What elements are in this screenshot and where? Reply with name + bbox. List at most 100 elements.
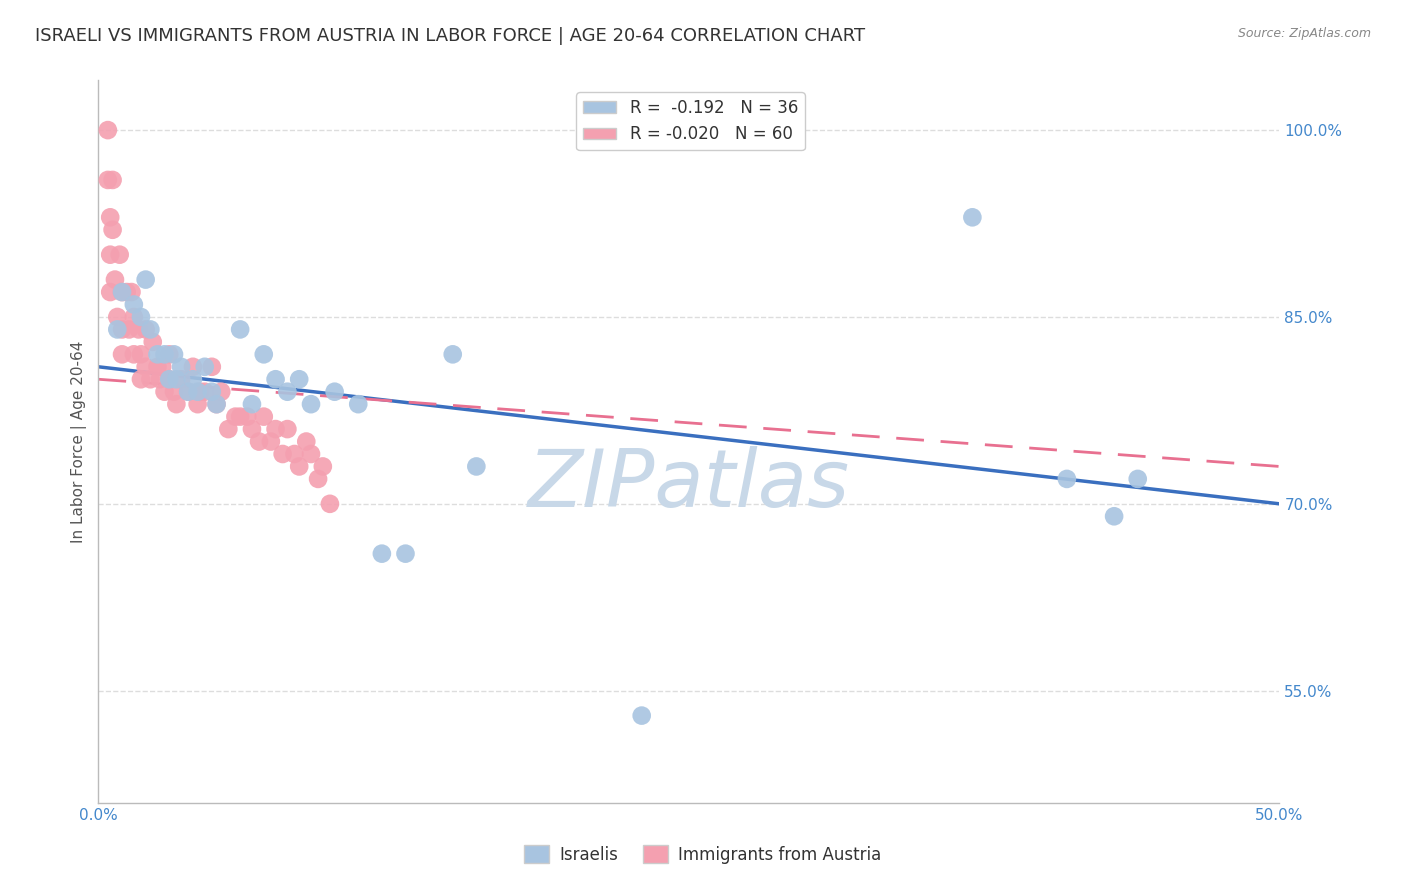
Point bbox=[118, 322, 141, 336]
Point bbox=[247, 434, 270, 449]
Point bbox=[146, 347, 169, 361]
Legend: R =  -0.192   N = 36, R = -0.020   N = 60: R = -0.192 N = 36, R = -0.020 N = 60 bbox=[576, 92, 804, 150]
Point bbox=[181, 359, 204, 374]
Point bbox=[111, 347, 134, 361]
Point bbox=[299, 447, 322, 461]
Point bbox=[98, 211, 121, 225]
Point bbox=[163, 384, 186, 399]
Point bbox=[111, 285, 134, 299]
Point bbox=[271, 447, 294, 461]
Point bbox=[111, 322, 134, 336]
Point bbox=[97, 123, 120, 137]
Point bbox=[188, 384, 211, 399]
Point bbox=[129, 372, 152, 386]
Point bbox=[229, 409, 252, 424]
Point bbox=[170, 372, 193, 386]
Point bbox=[163, 347, 186, 361]
Point bbox=[229, 322, 252, 336]
Point bbox=[135, 272, 157, 286]
Point bbox=[394, 547, 416, 561]
Point bbox=[209, 384, 232, 399]
Point bbox=[1126, 472, 1149, 486]
Point bbox=[217, 422, 239, 436]
Point bbox=[135, 322, 157, 336]
Point bbox=[108, 248, 131, 262]
Text: ZIPatlas: ZIPatlas bbox=[527, 446, 851, 524]
Point bbox=[98, 285, 121, 299]
Point bbox=[98, 248, 121, 262]
Point bbox=[121, 285, 143, 299]
Point bbox=[205, 397, 228, 411]
Point bbox=[128, 322, 150, 336]
Point bbox=[187, 384, 209, 399]
Point bbox=[194, 359, 217, 374]
Point bbox=[165, 372, 187, 386]
Point bbox=[157, 347, 180, 361]
Point bbox=[177, 384, 200, 399]
Y-axis label: In Labor Force | Age 20-64: In Labor Force | Age 20-64 bbox=[72, 341, 87, 542]
Point bbox=[129, 347, 152, 361]
Point bbox=[157, 372, 180, 386]
Point bbox=[165, 397, 187, 411]
Text: ISRAELI VS IMMIGRANTS FROM AUSTRIA IN LABOR FORCE | AGE 20-64 CORRELATION CHART: ISRAELI VS IMMIGRANTS FROM AUSTRIA IN LA… bbox=[35, 27, 865, 45]
Point bbox=[187, 397, 209, 411]
Point bbox=[240, 397, 263, 411]
Point bbox=[312, 459, 335, 474]
Point bbox=[194, 384, 217, 399]
Point bbox=[101, 173, 124, 187]
Point bbox=[104, 272, 127, 286]
Point bbox=[283, 447, 305, 461]
Point bbox=[135, 359, 157, 374]
Point bbox=[101, 223, 124, 237]
Point bbox=[253, 409, 276, 424]
Point bbox=[139, 322, 162, 336]
Point bbox=[371, 547, 394, 561]
Point bbox=[111, 285, 134, 299]
Point bbox=[170, 359, 193, 374]
Legend: Israelis, Immigrants from Austria: Israelis, Immigrants from Austria bbox=[517, 838, 889, 871]
Point bbox=[465, 459, 488, 474]
Point bbox=[276, 384, 298, 399]
Point bbox=[205, 397, 228, 411]
Point bbox=[288, 372, 311, 386]
Point bbox=[236, 409, 259, 424]
Text: Source: ZipAtlas.com: Source: ZipAtlas.com bbox=[1237, 27, 1371, 40]
Point bbox=[260, 434, 283, 449]
Point bbox=[105, 310, 128, 324]
Point bbox=[264, 422, 287, 436]
Point bbox=[1102, 509, 1125, 524]
Point bbox=[146, 359, 169, 374]
Point bbox=[181, 372, 204, 386]
Point bbox=[97, 173, 120, 187]
Point bbox=[122, 347, 145, 361]
Point bbox=[115, 285, 138, 299]
Point bbox=[962, 211, 984, 225]
Point bbox=[288, 459, 311, 474]
Point bbox=[276, 422, 298, 436]
Point bbox=[299, 397, 322, 411]
Point bbox=[177, 384, 200, 399]
Point bbox=[630, 708, 652, 723]
Point bbox=[122, 310, 145, 324]
Point bbox=[150, 359, 173, 374]
Point bbox=[122, 297, 145, 311]
Point bbox=[153, 384, 176, 399]
Point bbox=[307, 472, 329, 486]
Point bbox=[347, 397, 370, 411]
Point bbox=[224, 409, 246, 424]
Point bbox=[139, 372, 162, 386]
Point bbox=[240, 422, 263, 436]
Point bbox=[201, 359, 224, 374]
Point bbox=[253, 347, 276, 361]
Point bbox=[319, 497, 342, 511]
Point bbox=[201, 384, 224, 399]
Point bbox=[129, 310, 152, 324]
Point bbox=[153, 347, 176, 361]
Point bbox=[264, 372, 287, 386]
Point bbox=[157, 372, 180, 386]
Point bbox=[149, 372, 172, 386]
Point bbox=[105, 322, 128, 336]
Point bbox=[323, 384, 346, 399]
Point bbox=[1056, 472, 1078, 486]
Point bbox=[441, 347, 464, 361]
